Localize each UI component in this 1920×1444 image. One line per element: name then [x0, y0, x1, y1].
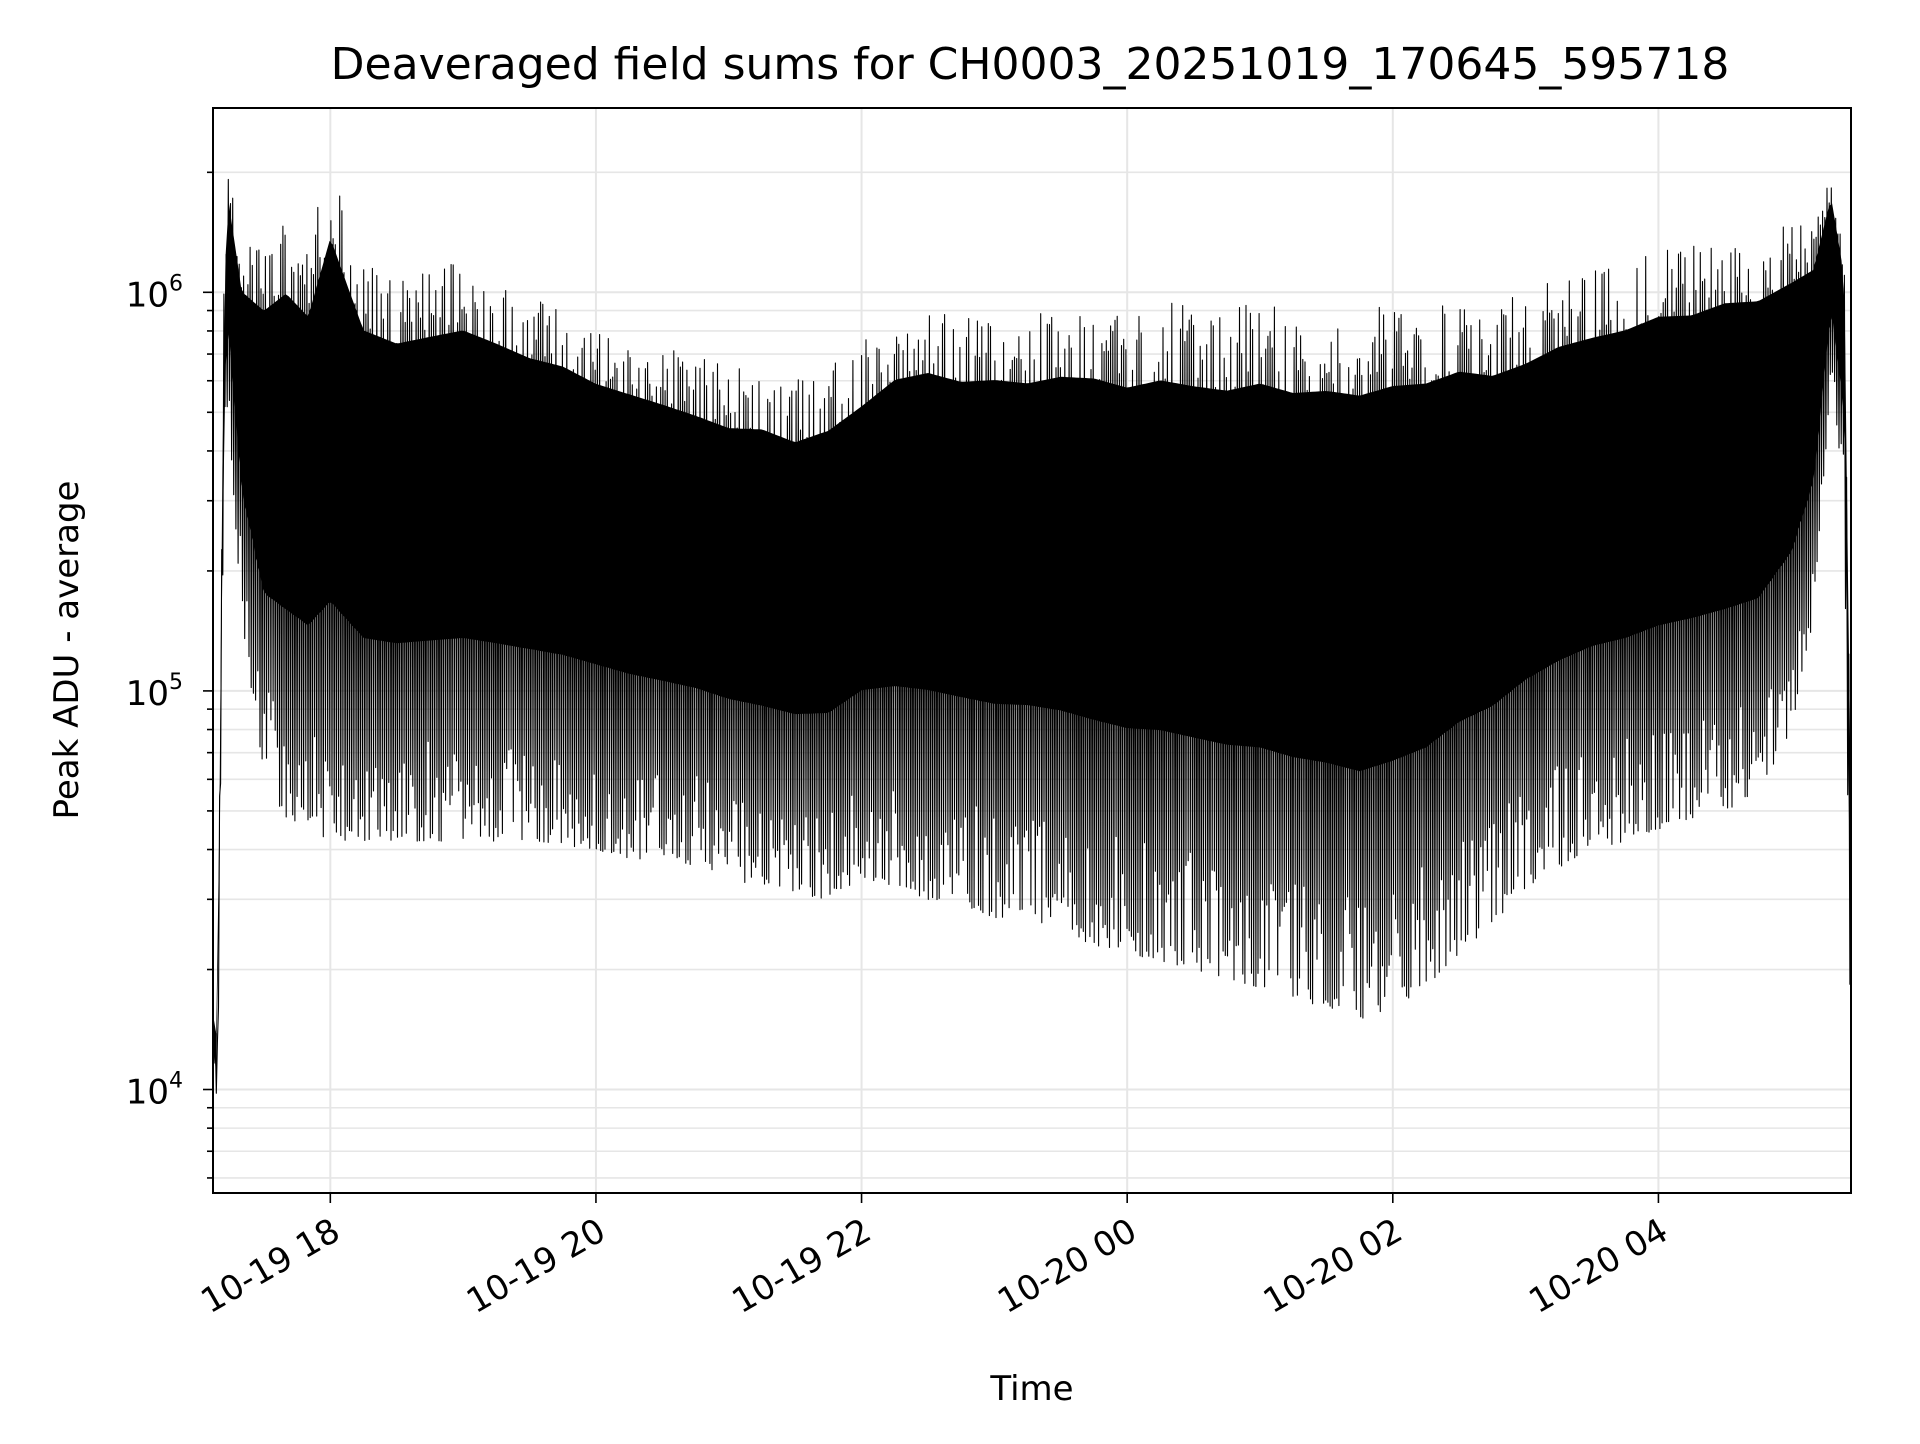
y-tick-label: 106	[126, 271, 183, 315]
data-area	[212, 178, 1852, 1094]
plot-frame	[212, 107, 1852, 1194]
y-axis-label: Peak ADU - average	[47, 481, 87, 820]
chart-title: Deaveraged field sums for CH0003_2025101…	[331, 39, 1730, 90]
y-tick-label: 104	[126, 1069, 183, 1113]
x-axis-label: Time	[989, 1369, 1073, 1409]
series-line	[212, 178, 1852, 1094]
y-tick-label: 105	[126, 670, 183, 714]
